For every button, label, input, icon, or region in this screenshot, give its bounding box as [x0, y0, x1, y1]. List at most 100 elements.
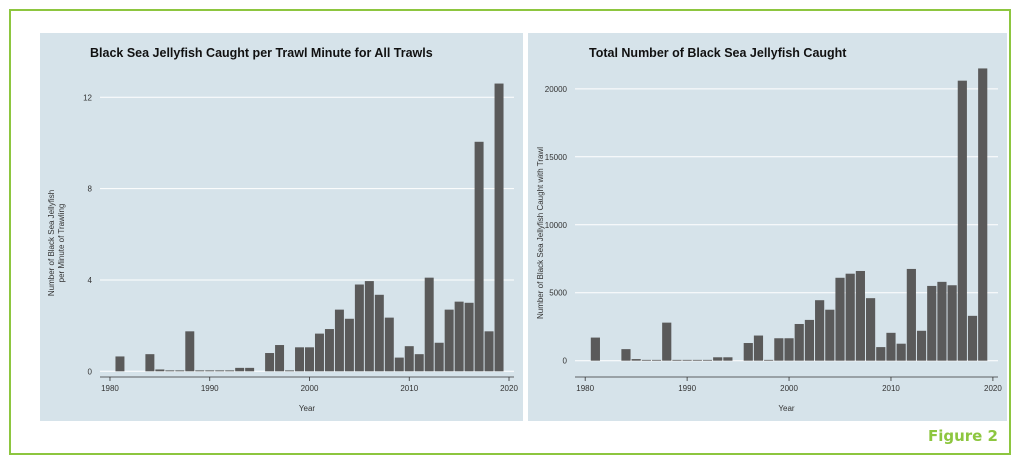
y-axis-label: Number of Black Sea Jellyfish: [47, 190, 56, 296]
bar-1986: [165, 370, 175, 372]
y-tick-label: 0: [88, 367, 93, 376]
bar-2018: [967, 315, 978, 361]
bar-2012: [906, 268, 916, 361]
bar-2014: [444, 309, 454, 372]
bar-2008: [866, 298, 876, 361]
bar-1998: [764, 359, 774, 361]
bar-2009: [394, 357, 404, 372]
x-tick-label: 2020: [984, 384, 1002, 393]
chart-total: Total Number of Black Sea Jellyfish Caug…: [536, 46, 1002, 413]
bar-2005: [354, 284, 364, 372]
bar-1999: [774, 338, 784, 361]
bar-1997: [275, 345, 285, 372]
bar-2004: [344, 318, 354, 372]
chart-title: Black Sea Jellyfish Caught per Trawl Min…: [90, 46, 433, 60]
bar-1998: [285, 370, 295, 372]
y-axis-label: Number of Black Sea Jellyfish Caught wit…: [536, 147, 545, 319]
bar-1994: [245, 367, 255, 372]
x-tick-label: 2000: [780, 384, 798, 393]
bar-2017: [474, 141, 484, 372]
bar-2011: [414, 354, 424, 372]
bar-1989: [195, 370, 205, 372]
bar-1992: [702, 359, 713, 361]
bar-2000: [784, 338, 794, 361]
bar-1999: [295, 347, 305, 372]
bar-2006: [364, 281, 374, 372]
bar-1992: [225, 370, 235, 372]
y-tick-label: 15000: [545, 153, 568, 162]
bar-2011: [896, 343, 906, 361]
bar-1987: [651, 359, 662, 361]
bar-1990: [205, 370, 215, 372]
figure-label: Figure 2: [927, 427, 998, 445]
x-tick-label: 2020: [500, 384, 518, 393]
bar-2016: [947, 285, 957, 361]
chart-panel-total: Total Number of Black Sea Jellyfish Caug…: [528, 33, 1007, 421]
x-tick-label: 2000: [301, 384, 319, 393]
y-tick-label: 0: [563, 357, 568, 366]
y-tick-label: 5000: [549, 289, 567, 298]
y-tick-label: 20000: [545, 85, 568, 94]
bar-2017: [957, 80, 967, 361]
bar-1988: [185, 331, 195, 372]
y-tick-label: 12: [83, 93, 92, 102]
bar-2001: [794, 323, 804, 361]
bar-1989: [672, 359, 682, 361]
bar-1985: [155, 369, 165, 372]
bar-1994: [723, 357, 733, 361]
bar-2003: [334, 309, 344, 372]
bar-2019: [978, 68, 988, 361]
bar-2010: [404, 346, 414, 372]
bar-1985: [631, 359, 641, 361]
bar-2004: [825, 309, 835, 361]
bar-2002: [324, 329, 334, 372]
bar-1984: [621, 349, 631, 361]
bar-2005: [835, 277, 845, 361]
bar-2008: [384, 317, 394, 372]
bar-1987: [175, 370, 185, 372]
bar-2009: [876, 347, 886, 361]
x-tick-label: 1990: [678, 384, 696, 393]
x-tick-label: 1980: [101, 384, 119, 393]
bar-1991: [692, 359, 702, 361]
x-tick-label: 1980: [576, 384, 594, 393]
bar-2014: [927, 285, 937, 361]
bar-1993: [713, 357, 723, 361]
bar-1988: [662, 322, 672, 361]
bar-2007: [374, 294, 384, 372]
bar-2003: [815, 300, 825, 361]
y-tick-label: 4: [88, 276, 93, 285]
bar-2007: [855, 270, 865, 361]
bar-1986: [641, 359, 651, 361]
bar-1993: [235, 367, 245, 372]
bar-2013: [434, 342, 444, 372]
bar-2006: [845, 273, 855, 361]
bar-1996: [265, 353, 275, 372]
bar-2015: [937, 281, 947, 361]
bar-2000: [305, 347, 314, 372]
bar-2001: [314, 333, 324, 372]
x-axis-label: Year: [778, 404, 795, 413]
bar-2018: [484, 331, 494, 372]
bar-1984: [145, 354, 155, 372]
bar-1981: [590, 337, 600, 361]
y-axis-label: per Minute of Trawling: [57, 204, 66, 283]
x-tick-label: 2010: [882, 384, 900, 393]
bar-2015: [454, 301, 464, 372]
x-axis-label: Year: [299, 404, 316, 413]
y-tick-label: 8: [88, 185, 93, 194]
x-tick-label: 2010: [400, 384, 418, 393]
bar-1991: [215, 370, 225, 372]
bar-2013: [916, 330, 927, 361]
bar-2010: [886, 332, 896, 361]
y-tick-label: 10000: [545, 221, 568, 230]
bar-2016: [464, 302, 474, 372]
chart-title: Total Number of Black Sea Jellyfish Caug…: [589, 46, 847, 60]
bar-1997: [753, 335, 764, 361]
bar-2002: [804, 319, 815, 361]
chart-panel-per-minute: Black Sea Jellyfish Caught per Trawl Min…: [40, 33, 523, 421]
bar-1996: [743, 343, 753, 361]
bar-2019: [494, 83, 504, 372]
bar-1990: [682, 359, 692, 361]
chart-per-minute: Black Sea Jellyfish Caught per Trawl Min…: [47, 46, 518, 413]
